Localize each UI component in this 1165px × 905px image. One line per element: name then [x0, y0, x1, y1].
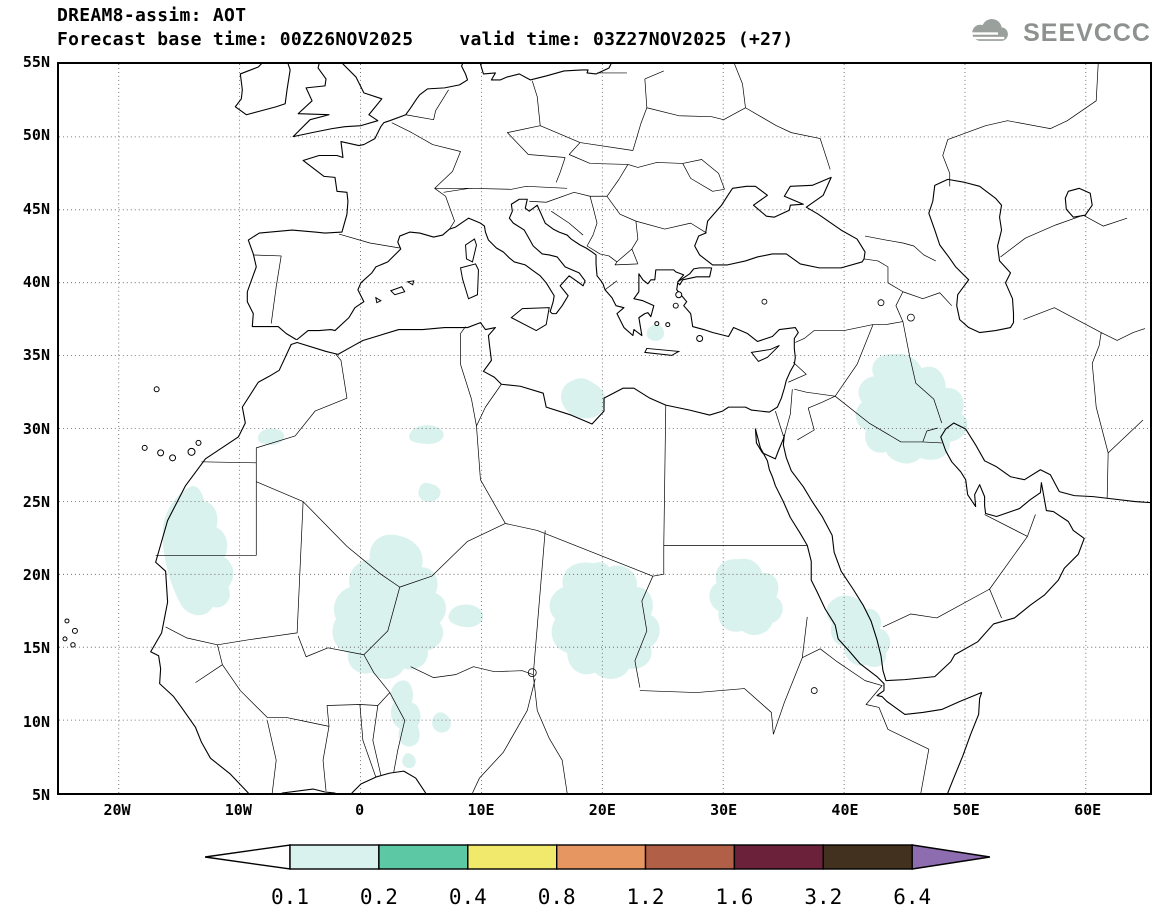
aot-shaded-region [826, 595, 891, 668]
aot-shaded-region [162, 486, 234, 616]
aot-shaded-region [448, 604, 484, 628]
lat-tick-label: 55N [22, 53, 50, 71]
lon-tick-label: 10E [467, 801, 495, 819]
colorbar-segment [378, 844, 469, 870]
country-borders-layer [155, 64, 1146, 793]
coastline-layer [150, 64, 1150, 793]
colorbar-level-label: 1.6 [715, 885, 753, 905]
lat-tick-label: 20N [22, 566, 50, 585]
lat-tick-label: 35N [22, 346, 50, 365]
colorbar: 0.1 0.2 0.4 0.8 1.2 1.6 3.2 6.4 [204, 842, 991, 905]
aot-shaded-region [646, 323, 665, 341]
lat-tick-label: 45N [22, 199, 50, 218]
lat-tick-label: 50N [22, 126, 50, 145]
lon-tick-label: 60E [1074, 801, 1102, 819]
lat-tick-label: 25N [22, 492, 50, 511]
colorbar-segment [733, 844, 825, 870]
aot-shaded-region [432, 712, 451, 733]
lat-tick-label: 5N [31, 786, 50, 804]
colorbar-level-label: 0.1 [271, 885, 309, 905]
forecast-base-time: Forecast base time: 00Z26NOV2025 [57, 29, 414, 50]
aot-shaded-region [257, 428, 285, 445]
map-canvas [59, 64, 1150, 793]
lat-tick-label: 10N [22, 712, 50, 731]
logo-text: SEEVCCC [1023, 18, 1151, 47]
lat-tick-label: 15N [22, 639, 50, 658]
aot-shaded-region [560, 378, 606, 419]
lat-tick-label: 40N [22, 272, 50, 291]
aot-shading-layer [162, 323, 968, 769]
lon-tick-label: 0 [355, 801, 365, 819]
colorbar-level-label: 0.4 [449, 885, 487, 905]
colorbar-level-label: 1.2 [627, 885, 665, 905]
colorbar-segment [289, 844, 380, 870]
lon-tick-label: 20W [103, 801, 131, 819]
colorbar-segment [644, 844, 736, 870]
lon-tick-label: 10W [224, 801, 252, 819]
colorbar-segment [467, 844, 558, 870]
lon-tick-label: 50E [952, 801, 980, 819]
aot-shaded-region [402, 753, 416, 769]
colorbar-level-label: 6.4 [893, 885, 931, 905]
lakes-layer [527, 298, 915, 694]
colorbar-level-label: 3.2 [804, 885, 842, 905]
aot-shaded-region [418, 482, 441, 502]
lon-tick-label: 30E [710, 801, 738, 819]
plot-title: DREAM8-assim: AOT [57, 5, 247, 26]
seevccc-logo: SEEVCCC [962, 16, 1151, 50]
aot-shaded-region [709, 558, 783, 636]
colorbar-canvas: 0.1 0.2 0.4 0.8 1.2 1.6 3.2 6.4 [204, 844, 991, 905]
colorbar-arrow [204, 844, 291, 870]
islands-layer [62, 238, 780, 648]
lon-tick-label: 40E [831, 801, 859, 819]
aot-shaded-region [332, 534, 446, 680]
colorbar-level-label: 0.8 [538, 885, 576, 905]
colorbar-segment [822, 844, 913, 870]
lon-tick-label: 20E [588, 801, 616, 819]
graticule-layer [59, 64, 1150, 793]
valid-time: valid time: 03Z27NOV2025 (+27) [459, 29, 794, 50]
aot-shaded-region [390, 680, 421, 747]
map-frame [57, 62, 1152, 795]
cloud-icon [962, 16, 1016, 50]
colorbar-arrow [911, 844, 991, 870]
aot-shaded-region [549, 562, 660, 680]
colorbar-level-label: 0.2 [360, 885, 398, 905]
forecast-time-line: Forecast base time: 00Z26NOV2025 valid ti… [57, 29, 794, 50]
colorbar-segment [556, 844, 647, 870]
lat-tick-label: 30N [22, 419, 50, 438]
aot-shaded-region [855, 353, 968, 464]
aot-shaded-region [409, 425, 444, 445]
